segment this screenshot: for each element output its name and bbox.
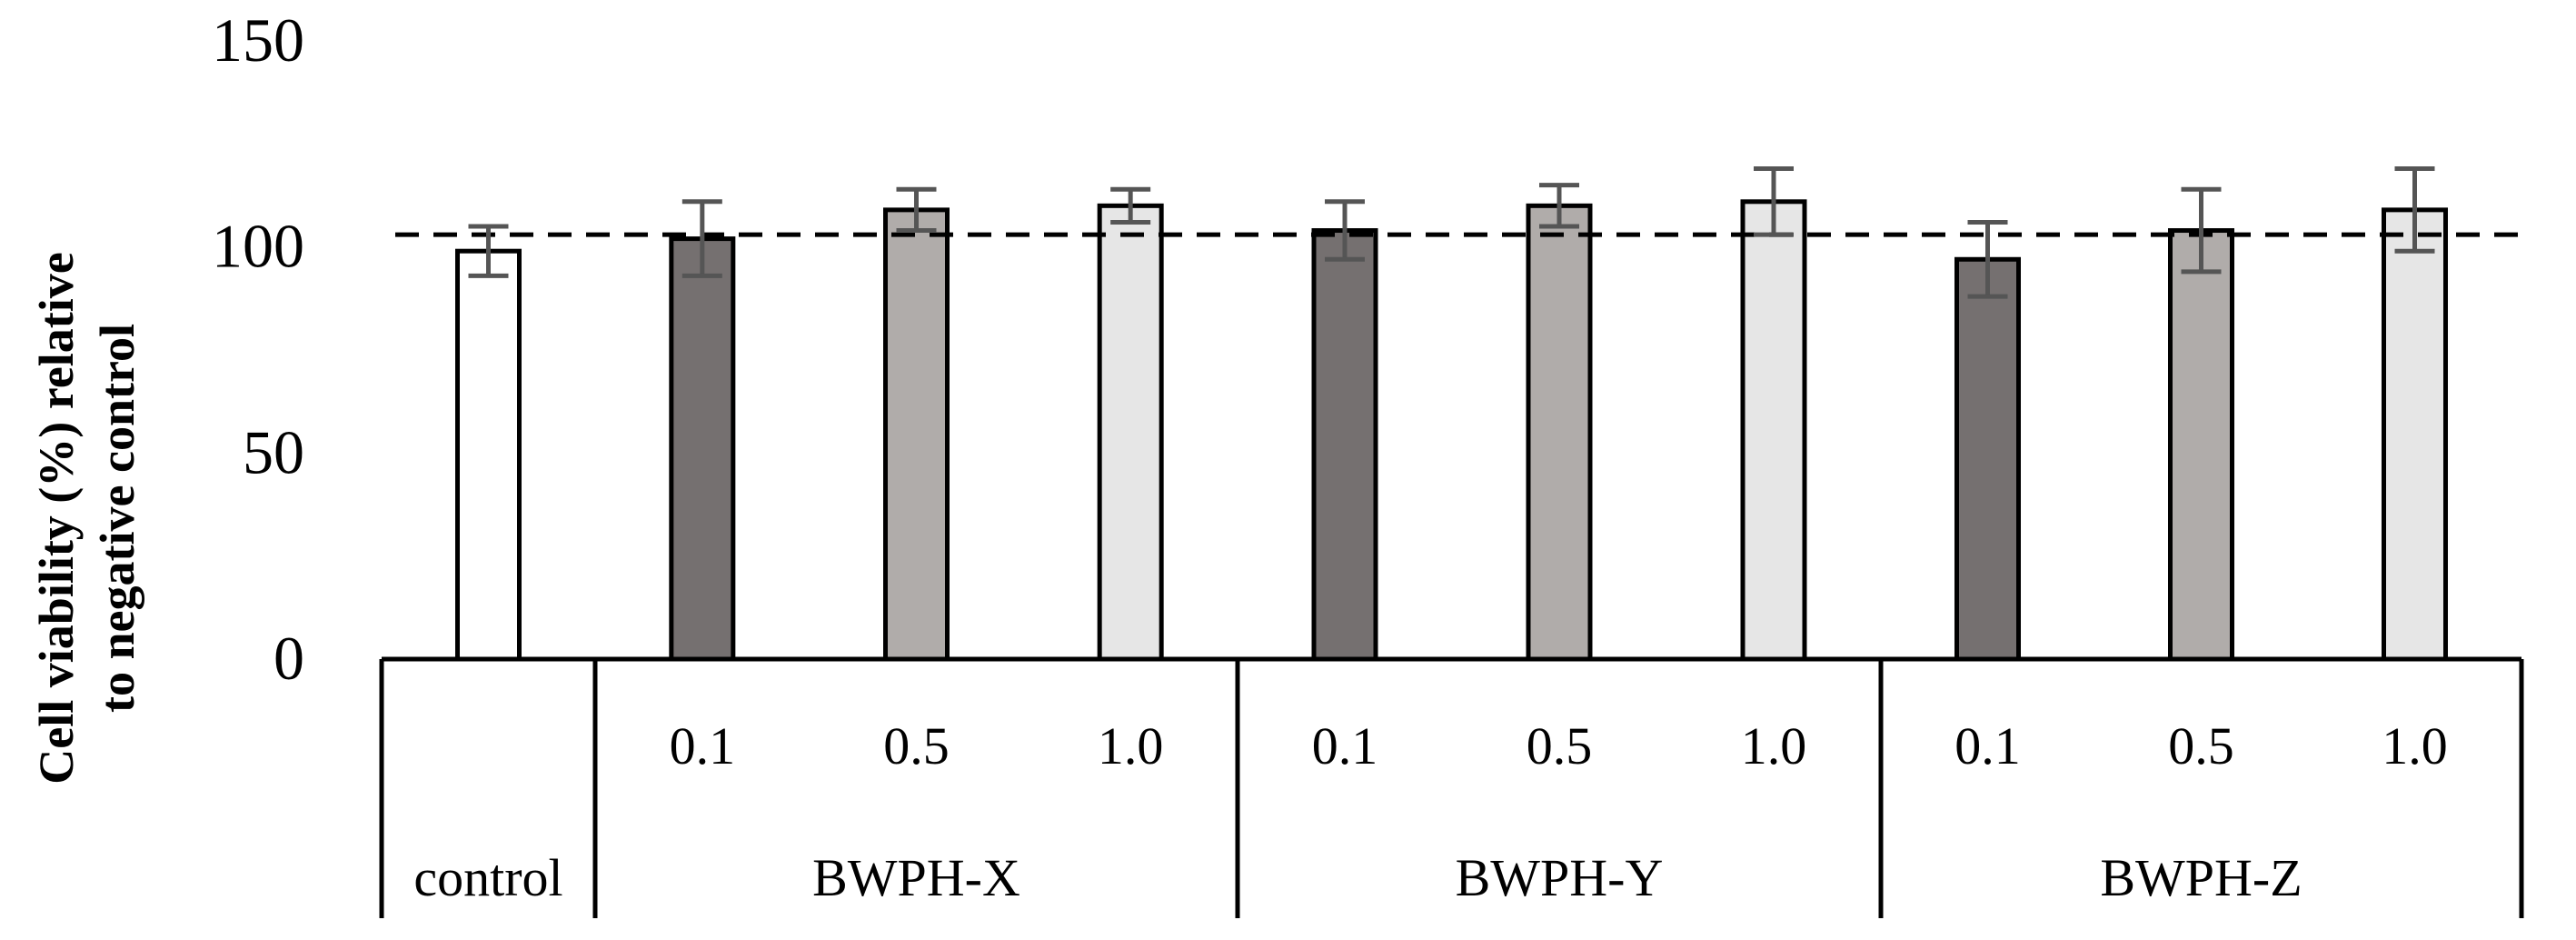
y-axis-ticks: 0 50 100 150 <box>212 5 304 693</box>
sub-label: 1.0 <box>1741 716 1807 775</box>
group-label: BWPH-X <box>812 848 1020 907</box>
bar-bwph-y-1.0 <box>1740 199 1807 662</box>
sub-label: 1.0 <box>1098 716 1164 775</box>
y-tick-label: 150 <box>212 5 304 75</box>
bar-bwph-x-0.1 <box>669 236 736 662</box>
y-tick-label: 100 <box>212 212 304 281</box>
y-axis-label-line-1: Cell viability (%) relative <box>29 252 84 784</box>
error-bar <box>468 224 509 278</box>
group-label: BWPH-Z <box>2100 848 2302 907</box>
bars <box>455 199 2448 662</box>
sub-label: 0.5 <box>1527 716 1593 775</box>
error-bar <box>1539 183 1579 229</box>
error-bar <box>896 186 937 234</box>
error-bar <box>2181 186 2222 275</box>
bar-control <box>455 248 522 662</box>
bar-bwph-x-0.5 <box>883 207 950 662</box>
sub-label: 0.5 <box>2168 716 2234 775</box>
error-bar <box>1967 219 2008 299</box>
sub-label: 0.1 <box>1954 716 2021 775</box>
sub-label: 0.1 <box>670 716 736 775</box>
error-bar <box>1110 186 1151 225</box>
error-bar <box>1754 166 1794 237</box>
error-bars <box>468 166 2435 299</box>
y-tick-label: 0 <box>274 624 304 693</box>
sub-label: 0.1 <box>1312 716 1378 775</box>
y-axis-label: Cell viability (%) relative to negative … <box>29 252 144 784</box>
bar-bwph-z-0.1 <box>1954 256 2021 662</box>
group-label: control <box>413 848 562 907</box>
error-bar <box>2394 166 2435 254</box>
bar-bwph-z-0.5 <box>2168 228 2234 662</box>
y-tick-label: 50 <box>243 417 304 486</box>
bar-bwph-x-1.0 <box>1097 203 1164 662</box>
bar-bwph-y-0.1 <box>1311 228 1378 662</box>
error-bar <box>681 199 722 278</box>
bar-bwph-y-0.5 <box>1526 203 1593 662</box>
sub-label: 0.5 <box>883 716 950 775</box>
group-label: BWPH-Y <box>1456 848 1664 907</box>
sub-label: 1.0 <box>2382 716 2448 775</box>
y-axis-label-line-2: to negative control <box>90 324 144 713</box>
bar-bwph-z-1.0 <box>2382 207 2448 662</box>
category-table: 0.1 0.5 1.0 0.1 0.5 1.0 0.1 0.5 1.0 control BWPH-X… <box>379 656 2524 918</box>
error-bar <box>1325 199 1365 262</box>
